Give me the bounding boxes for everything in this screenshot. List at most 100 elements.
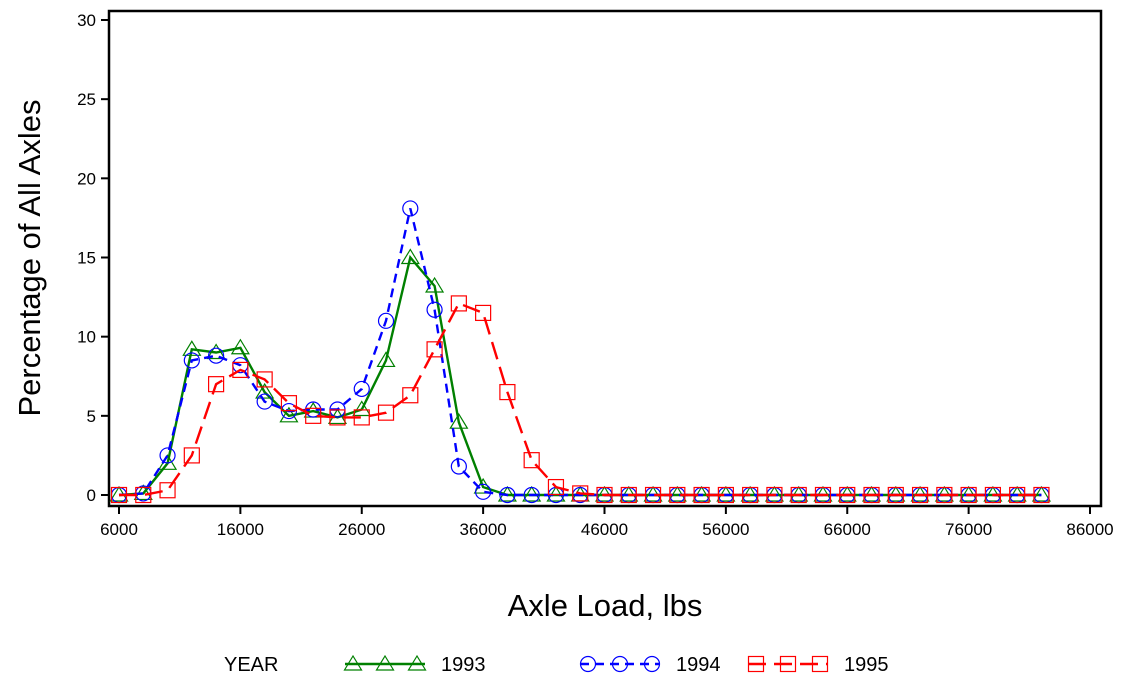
series-1995-point: [814, 486, 832, 504]
series-1993-point: [425, 276, 445, 293]
legend-marker: [343, 654, 363, 671]
series-1995-point: [256, 371, 273, 388]
series-1995-point: [110, 486, 128, 504]
series-1995-point: [232, 361, 249, 379]
series-1994-line: [118, 208, 1042, 497]
x-axis-title: Axle Load, lbs: [508, 588, 703, 623]
series-1995-point: [863, 486, 880, 504]
series-1995-point: [572, 485, 589, 502]
plot-frame: [107, 9, 1103, 508]
legend-label: 1994: [676, 654, 721, 676]
series-1995-point: [475, 304, 492, 322]
series-1993-point: [255, 382, 275, 399]
legend-marker: [747, 655, 765, 673]
series-1993-point: [230, 338, 250, 355]
x-tick-label: 76000: [945, 520, 992, 539]
series-1995-point: [644, 486, 662, 504]
x-tick-label: 66000: [824, 520, 871, 539]
series-1993-point: [206, 343, 226, 360]
y-axis-title: Percentage of All Axles: [12, 99, 47, 416]
series-1995-point: [377, 404, 395, 421]
series-1995-point: [353, 409, 370, 426]
y-tick-label: 25: [77, 90, 96, 109]
series-1995-point: [426, 341, 443, 358]
legend-marker: [407, 654, 427, 671]
y-tick-label: 20: [77, 169, 96, 188]
series-1995-point: [839, 486, 856, 504]
legend-entry-1995: 1995: [747, 654, 889, 676]
series-1994-point: [450, 458, 467, 475]
series-1995-point: [499, 383, 516, 401]
series-1995-point: [402, 387, 419, 404]
legend-marker: [375, 654, 395, 671]
x-tick-label: 6000: [100, 520, 138, 539]
y-tick-label: 10: [77, 328, 96, 347]
y-tick-label: 30: [77, 11, 96, 30]
series-1994-point: [208, 347, 225, 364]
series-1995-point: [887, 486, 904, 504]
series-1995-point: [596, 486, 613, 504]
series-1993-point: [133, 484, 153, 501]
series-1994-point: [353, 380, 370, 398]
series-1994-point: [426, 301, 443, 318]
series-1993-point: [1031, 485, 1052, 502]
series-1995-point: [1033, 486, 1050, 504]
series-1995-point: [960, 486, 977, 504]
series-1994-point: [377, 312, 395, 329]
x-tick-label: 46000: [581, 520, 628, 539]
series-layer: [109, 200, 1052, 504]
y-tick-label: 0: [87, 486, 96, 505]
series-1995-point: [547, 478, 565, 496]
x-tick-label: 36000: [459, 520, 506, 539]
series-1993-point: [376, 351, 396, 368]
y-axis: 0 5 10 15 20 25 30: [77, 11, 109, 505]
x-tick-label: 26000: [338, 520, 385, 539]
series-1995-point: [742, 486, 759, 504]
series-1993-point: [400, 248, 420, 265]
series-1995-point: [450, 295, 467, 312]
series-1994-point: [402, 200, 419, 217]
series-1993-point: [279, 406, 299, 423]
series-1995-point: [280, 395, 298, 412]
series-1995-point: [717, 486, 734, 504]
series-1995-point: [159, 482, 176, 499]
y-tick-label: 15: [77, 249, 96, 268]
series-1995-line: [119, 301, 1042, 497]
series-1993-point: [352, 400, 372, 417]
series-1994-point: [183, 352, 200, 369]
series-1994-point: [523, 486, 540, 504]
series-1995-point: [693, 486, 710, 504]
series-1995-point: [669, 486, 686, 504]
y-tick-label: 5: [87, 407, 96, 426]
series-1995-point: [208, 376, 225, 393]
series-1994-point: [475, 483, 492, 500]
legend-title: YEAR: [224, 654, 278, 676]
series-1995-point: [936, 486, 953, 504]
series-1993: [109, 248, 1052, 502]
legend-label: 1995: [844, 654, 889, 676]
x-tick-label: 56000: [702, 520, 749, 539]
series-1993-point: [182, 340, 202, 356]
legend-label: 1993: [441, 654, 486, 676]
series-1994-point: [256, 393, 273, 410]
legend-marker: [779, 655, 797, 673]
series-1995-point: [620, 486, 637, 504]
series-1995-point: [766, 486, 783, 504]
x-axis: 6000 16000 26000 36000 46000 56000 66000 76000 8…: [100, 506, 1114, 539]
series-1995-point: [135, 486, 152, 504]
legend-marker: [579, 655, 597, 673]
series-1995-point: [305, 407, 322, 424]
legend-marker: [811, 655, 829, 673]
series-1995-point: [183, 447, 200, 464]
series-1995-point: [523, 452, 540, 469]
series-1994-point: [159, 447, 176, 464]
series-1995-point: [911, 486, 929, 504]
legend-entry-1994: 1994: [579, 654, 721, 676]
x-tick-label: 86000: [1066, 520, 1113, 539]
series-1995-point: [984, 486, 1002, 504]
legend-marker: [611, 655, 629, 673]
x-tick-label: 16000: [217, 520, 264, 539]
legend-entry-1993: 1993: [343, 654, 486, 676]
series-1994: [110, 200, 1050, 504]
